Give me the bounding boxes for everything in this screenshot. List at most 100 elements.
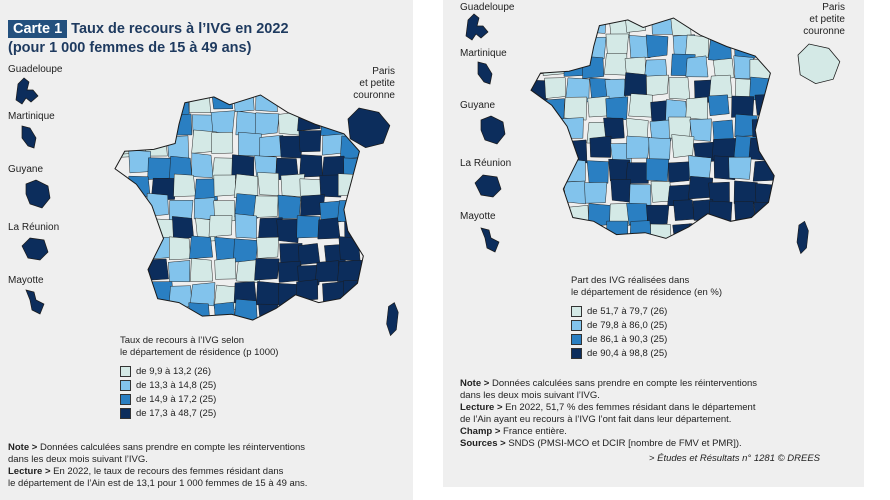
- note-text: Données calculées sans prendre en compte…: [489, 378, 758, 389]
- department-shape: [211, 132, 234, 154]
- department-shape: [582, 18, 607, 34]
- champ-label: Champ >: [460, 426, 501, 437]
- department-shape: [191, 152, 214, 178]
- department-shape: [277, 194, 301, 219]
- department-shape: [232, 95, 255, 113]
- legend-swatch: [120, 407, 131, 419]
- department-shape: [671, 134, 695, 158]
- department-shape: [672, 223, 694, 239]
- department-shape: [211, 95, 234, 110]
- department-shape: [296, 215, 321, 239]
- department-shape: [238, 131, 262, 157]
- paris-line-2: et petite: [359, 78, 395, 89]
- department-shape: [685, 34, 710, 59]
- paris-line-3: couronne: [803, 26, 845, 37]
- martinique-shape: [477, 61, 493, 85]
- department-shape: [276, 218, 300, 244]
- department-shape: [234, 193, 259, 219]
- legend-item: de 86,1 à 90,3 (25): [571, 332, 722, 346]
- lecture-label: Lecture >: [460, 402, 503, 413]
- legend-item-label: de 79,8 à 86,0 (25): [587, 319, 668, 331]
- department-shape: [254, 258, 280, 281]
- department-shape: [167, 95, 190, 118]
- department-shape: [127, 175, 151, 199]
- sources-label: Sources >: [460, 438, 506, 449]
- lecture-text: En 2022, le taux de recours des femmes r…: [50, 466, 284, 477]
- department-shape: [670, 18, 692, 37]
- department-shape: [563, 96, 588, 121]
- guyane-shape: [25, 179, 51, 209]
- department-shape: [254, 112, 280, 136]
- department-shape: [649, 119, 673, 142]
- label-paris: Paris et petite couronne: [785, 2, 845, 38]
- paris-line-3: couronne: [353, 90, 395, 101]
- guadeloupe-shape: [465, 13, 489, 41]
- legend-item: de 14,9 à 17,2 (25): [120, 392, 278, 406]
- legend-item-label: de 14,9 à 17,2 (25): [136, 393, 217, 405]
- paris-line-1: Paris: [372, 66, 395, 77]
- department-shape: [278, 111, 301, 136]
- department-shape: [208, 215, 233, 238]
- department-shape: [190, 258, 214, 282]
- label-martinique: Martinique: [460, 48, 507, 59]
- department-shape: [298, 130, 322, 153]
- department-shape: [629, 35, 651, 58]
- department-shape: [257, 172, 280, 196]
- label-paris: Paris et petite couronne: [335, 66, 395, 102]
- paris-line-2: et petite: [809, 14, 845, 25]
- department-shape: [603, 53, 628, 76]
- reunion-shape: [474, 174, 502, 198]
- departments-layer: [530, 17, 809, 255]
- left-notes: Note > Données calculées sans prendre en…: [8, 442, 408, 490]
- department-shape: [586, 160, 609, 184]
- martinique-shape: [21, 125, 37, 149]
- left-legend: Taux de recours à l’IVG selon le départe…: [120, 335, 278, 420]
- publication-credit: > Études et Résultats n° 1281 © DREES: [648, 453, 820, 464]
- legend-swatch: [571, 347, 582, 359]
- department-shape: [563, 158, 586, 183]
- title-line-2: (pour 1 000 femmes de 15 à 49 ans): [8, 40, 252, 56]
- department-shape: [708, 94, 730, 116]
- department-shape: [173, 173, 196, 197]
- department-shape: [668, 161, 692, 183]
- legend-item-label: de 13,3 à 14,8 (25): [136, 379, 217, 391]
- paris-inset-shape: [347, 107, 391, 149]
- department-shape: [256, 236, 279, 259]
- department-shape: [563, 53, 586, 77]
- note-text: Données calculées sans prendre en compte…: [37, 442, 306, 453]
- department-shape: [567, 205, 590, 228]
- legend-item: de 13,3 à 14,8 (25): [120, 378, 278, 392]
- department-shape: [320, 113, 344, 138]
- department-shape: [709, 74, 733, 98]
- reunion-shape: [21, 237, 49, 261]
- map-number-badge: Carte 1: [8, 20, 68, 38]
- france-outline: [530, 17, 775, 239]
- department-shape: [168, 260, 191, 283]
- department-shape: [625, 162, 649, 184]
- department-shape: [233, 238, 259, 263]
- department-shape: [298, 243, 321, 265]
- legend-item-label: de 9,9 à 13,2 (26): [136, 365, 211, 377]
- label-la-reunion: La Réunion: [8, 222, 60, 233]
- department-shape: [531, 53, 546, 75]
- mayotte-shape: [480, 227, 500, 253]
- label-la-reunion: La Réunion: [460, 158, 512, 169]
- department-shape: [605, 33, 629, 56]
- label-guadeloupe: Guadeloupe: [8, 64, 63, 75]
- department-shape: [315, 260, 339, 283]
- right-france-map: [465, 13, 841, 255]
- department-shape: [210, 110, 235, 135]
- legend-item: de 79,8 à 86,0 (25): [571, 318, 722, 332]
- legend-item-label: de 51,7 à 79,7 (26): [587, 305, 668, 317]
- legend-item-label: de 90,4 à 98,8 (25): [587, 347, 668, 359]
- paris-inset-shape: [797, 43, 841, 85]
- department-shape: [712, 119, 734, 142]
- title-line-1: Taux de recours à l’IVG en 2022: [71, 21, 289, 37]
- department-shape: [713, 58, 735, 80]
- legend-title-1: Taux de recours à l’IVG selon: [120, 335, 245, 346]
- left-map-panel: Carte 1 Taux de recours à l’IVG en 2022 (…: [0, 0, 413, 500]
- lecture-text-2: de l’Ain ayant eu recours à l’IVG l’ont …: [460, 414, 732, 425]
- department-shape: [194, 178, 218, 201]
- note-text-2: dans les deux mois suivant l’IVG.: [8, 454, 148, 465]
- department-shape: [296, 279, 319, 302]
